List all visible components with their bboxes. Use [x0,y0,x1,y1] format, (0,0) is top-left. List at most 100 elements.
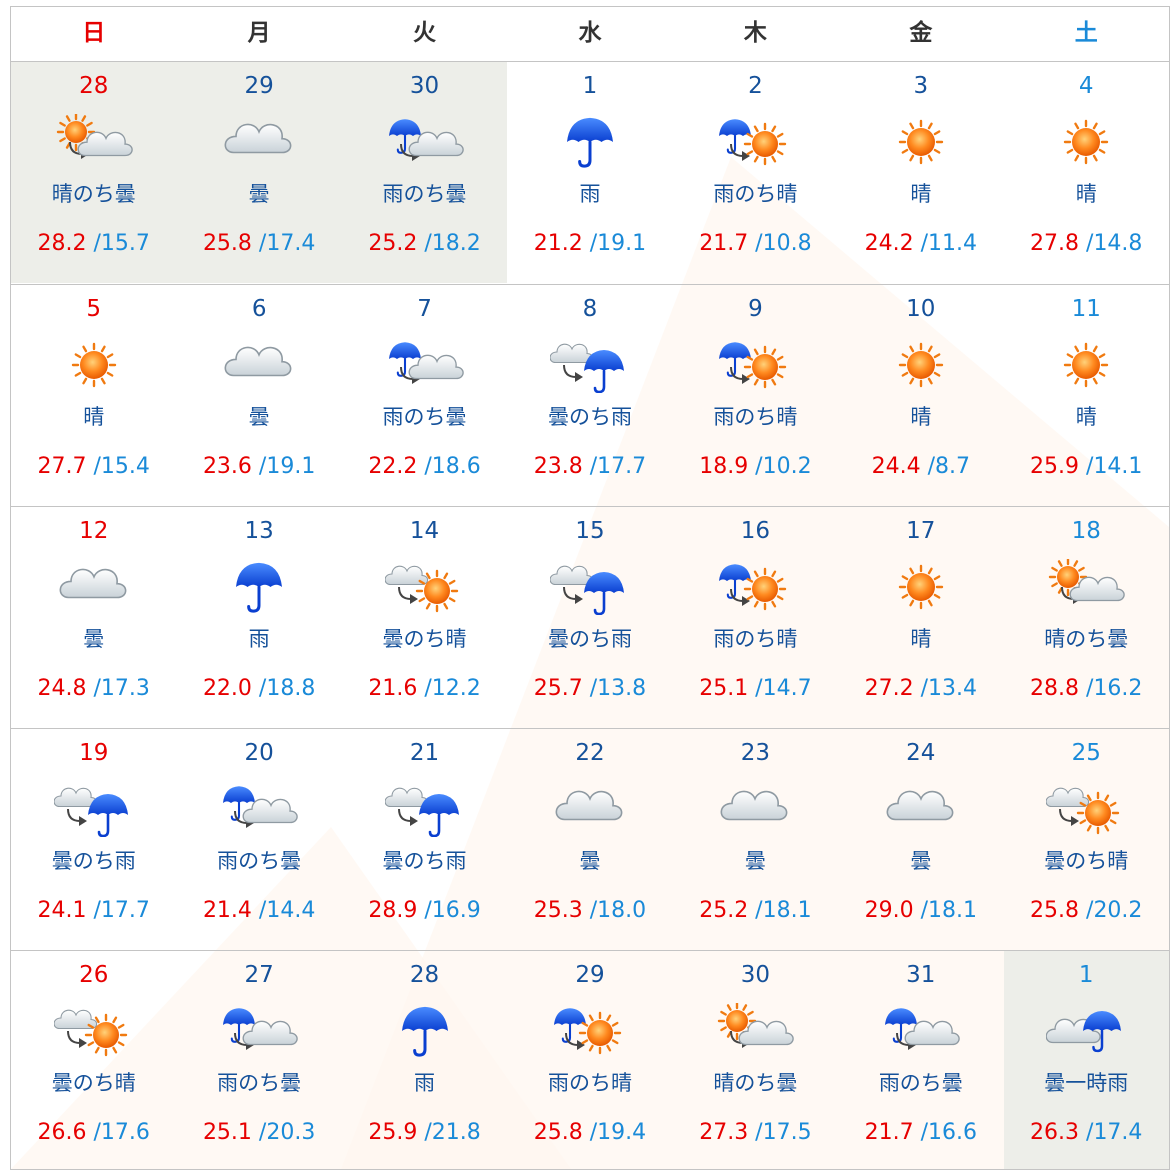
day-number: 4 [1078,73,1094,99]
low-temperature: 8.7 [935,454,971,479]
high-temperature: 25.1 [699,676,749,701]
low-temperature: 10.8 [762,231,812,256]
temperature-range: 25.9 /14.1 [1004,453,1169,481]
temperature-range: 26.3 /17.4 [1004,1119,1169,1147]
temperature-separator: / [86,454,101,479]
calendar-day-cell[interactable]: 28 雨 25.9 /21.8 [342,951,507,1169]
calendar-day-cell[interactable]: 2 雨のち晴 21.7 /10.8 [673,62,838,283]
low-temperature: 18.8 [266,676,316,701]
temperature-range: 25.8 /20.2 [1004,897,1169,925]
weather-label: 雨のち曇 [217,849,302,873]
rain-icon [219,559,299,615]
low-temperature: 14.8 [1093,231,1143,256]
low-temperature: 17.4 [1093,1120,1143,1145]
calendar-day-cell[interactable]: 7 雨のち曇 22.2 /18.6 [342,285,507,506]
calendar-day-cell[interactable]: 1 曇一時雨 26.3 /17.4 [1003,951,1169,1169]
day-number: 5 [86,296,102,322]
temperature-range: 24.2 /11.4 [838,230,1003,258]
high-temperature: 25.1 [202,1120,252,1145]
calendar-day-cell[interactable]: 14 曇のち晴 21.6 /12.2 [342,507,507,728]
calendar-day-cell[interactable]: 28 晴のち曇 28.2 /15.7 [11,62,177,283]
weather-label: 曇のち晴 [51,1071,136,1095]
calendar-day-cell[interactable]: 23 曇 25.2 /18.1 [673,729,838,950]
calendar-day-cell[interactable]: 29 雨のち晴 25.8 /19.4 [507,951,672,1169]
calendar-day-cell[interactable]: 18 晴のち曇 28.8 /16.2 [1004,507,1169,728]
rain-then-cloud-icon [219,1003,299,1059]
day-number: 20 [244,740,274,766]
low-temperature: 14.4 [266,898,316,923]
high-temperature: 21.2 [533,231,583,256]
calendar-day-cell[interactable]: 24 曇 29.0 /18.1 [838,729,1003,950]
low-temperature: 12.2 [431,676,481,701]
calendar-day-cell[interactable]: 8 曇のち雨 23.8 /17.7 [507,285,672,506]
cloud-then-rain-icon [384,781,465,837]
calendar-day-cell[interactable]: 21 曇のち雨 28.9 /16.9 [342,729,507,950]
weather-label: 晴のち曇 [51,182,136,206]
high-temperature: 25.8 [533,1120,583,1145]
calendar-day-cell[interactable]: 4 晴 27.8 /14.8 [1004,62,1169,283]
temperature-separator: / [748,1120,763,1145]
temperature-separator: / [582,898,598,923]
temperature-separator: / [582,454,598,479]
calendar-day-cell[interactable]: 15 曇のち雨 25.7 /13.8 [507,507,672,728]
day-number: 11 [1071,296,1101,322]
cloud-icon [550,781,630,837]
cloud-icon [881,781,961,837]
day-number: 27 [244,962,274,988]
calendar-day-cell[interactable]: 3 晴 24.2 /11.4 [838,62,1003,283]
calendar-day-cell[interactable]: 13 雨 22.0 /18.8 [176,507,341,728]
weather-label: 雨のち曇 [382,182,467,206]
high-temperature: 24.1 [37,898,87,923]
rain-icon [385,1003,465,1059]
cloud-then-rain-icon [549,559,630,615]
calendar-day-cell[interactable]: 25 曇のち晴 25.8 /20.2 [1004,729,1169,950]
rain-then-cloud-icon [385,337,465,393]
calendar-day-cell[interactable]: 1 雨 21.2 /19.1 [507,62,672,283]
low-temperature: 16.6 [928,1120,977,1145]
calendar-day-cell[interactable]: 29 曇 25.8 /17.4 [176,62,342,283]
low-temperature: 18.0 [597,898,647,923]
day-number: 10 [906,296,936,322]
weather-label: 曇のち雨 [382,849,467,873]
high-temperature: 21.6 [368,676,418,701]
calendar-day-cell[interactable]: 26 曇のち晴 26.6 /17.6 [11,951,176,1169]
high-temperature: 21.4 [202,898,252,923]
weather-label: 雨のち晴 [547,1071,632,1095]
calendar-day-cell[interactable]: 30 雨のち曇 25.2 /18.2 [341,62,508,283]
calendar-day-cell[interactable]: 31 雨のち曇 21.7 /16.6 [838,951,1003,1169]
calendar-day-cell[interactable]: 22 曇 25.3 /18.0 [507,729,672,950]
weather-label: 雨 [579,182,601,206]
calendar-day-cell[interactable]: 5 晴 27.7 /15.4 [11,285,176,506]
calendar-day-cell[interactable]: 27 雨のち曇 25.1 /20.3 [176,951,341,1169]
temperature-separator: / [1079,231,1094,256]
weather-label: 曇 [83,627,105,651]
high-temperature: 28.2 [37,231,87,256]
low-temperature: 20.2 [1093,898,1143,923]
calendar-day-cell[interactable]: 20 雨のち曇 21.4 /14.4 [176,729,341,950]
calendar-day-cell[interactable]: 6 曇 23.6 /19.1 [176,285,341,506]
calendar-day-cell[interactable]: 17 晴 27.2 /13.4 [838,507,1003,728]
calendar-day-cell[interactable]: 16 雨のち晴 25.1 /14.7 [673,507,838,728]
calendar-day-cell[interactable]: 11 晴 25.9 /14.1 [1004,285,1169,506]
temperature-separator: / [1079,676,1094,701]
temperature-range: 25.8 /17.4 [176,230,341,258]
calendar-day-cell[interactable]: 12 曇 24.8 /17.3 [11,507,176,728]
temperature-separator: / [251,454,267,479]
rain-then-cloud-icon [385,114,465,170]
temperature-range: 23.6 /19.1 [176,453,341,481]
temperature-separator: / [251,231,267,256]
calendar-day-cell[interactable]: 10 晴 24.4 /8.7 [838,285,1003,506]
day-number: 2 [748,73,763,99]
weekday-header-cell: 木 [743,20,767,46]
calendar-day-cell[interactable]: 30 晴のち曇 27.3 /17.5 [673,951,838,1169]
day-number: 29 [575,962,605,988]
weather-label: 晴のち曇 [1044,627,1129,651]
high-temperature: 27.3 [699,1120,749,1145]
day-number: 30 [409,73,440,99]
weather-label: 晴 [1075,182,1097,206]
calendar-day-cell[interactable]: 19 曇のち雨 24.1 /17.7 [11,729,176,950]
low-temperature: 14.7 [762,676,812,701]
calendar-day-cell[interactable]: 9 雨のち晴 18.9 /10.2 [673,285,838,506]
day-number: 21 [409,740,440,766]
temperature-range: 25.7 /13.8 [507,675,672,703]
